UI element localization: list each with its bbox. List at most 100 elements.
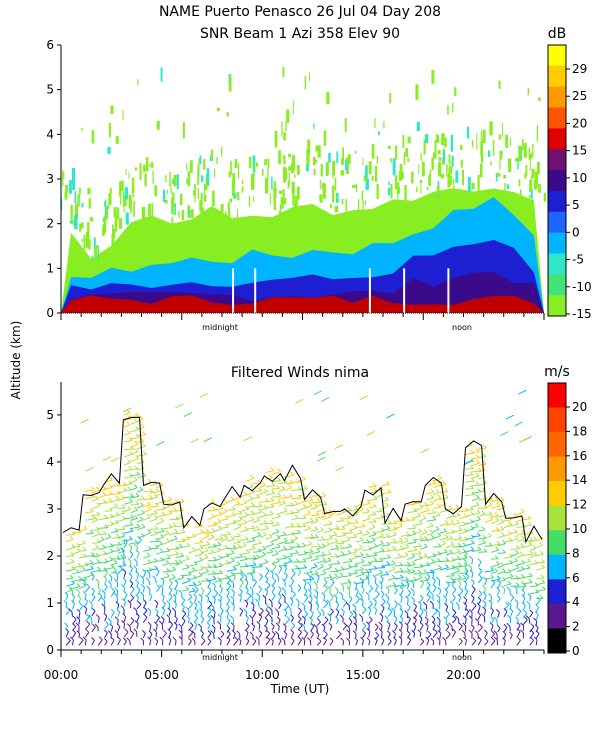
snr-speckle: [402, 171, 404, 180]
wind-barb-flag: [230, 536, 235, 540]
wind-barb-flag: [201, 637, 206, 642]
wind-barb-flag: [529, 550, 534, 555]
wind-barb: [117, 557, 127, 561]
wind-barb: [265, 633, 271, 639]
wind-barb: [516, 640, 521, 646]
wind-barb: [419, 624, 424, 631]
wind-barb: [91, 610, 96, 617]
wind-barb-flag: [295, 558, 300, 563]
wind-barb: [207, 509, 216, 512]
wind-barb: [387, 568, 396, 573]
wind-colorbar-tick-label: 8: [572, 546, 580, 560]
snr-speckle: [422, 161, 425, 177]
wind-barb-flag: [399, 522, 403, 527]
wind-barb-flag: [182, 610, 187, 614]
snr-speckle: [362, 200, 364, 211]
wind-barb-flag: [96, 511, 101, 516]
wind-barb: [123, 517, 134, 520]
wind-barb-flag: [103, 583, 108, 588]
wind-barb: [104, 536, 112, 540]
snr-colorbar-swatch: [548, 253, 566, 275]
snr-speckle: [336, 151, 339, 163]
wind-barb: [490, 519, 499, 525]
wind-barb: [207, 516, 215, 520]
wind-barb-flag: [323, 501, 328, 505]
wind-barb-flag: [445, 610, 450, 615]
wind-barb: [175, 640, 177, 646]
wind-barb-flag: [399, 615, 404, 620]
snr-speckle: [460, 159, 463, 168]
wind-barb: [497, 535, 505, 539]
wind-barb-flag: [168, 496, 173, 501]
snr-speckle: [267, 166, 269, 181]
wind-barb-flag: [128, 543, 133, 548]
snr-speckle: [101, 253, 103, 258]
wind-barb-flag: [147, 506, 151, 510]
wind-barb: [304, 578, 314, 581]
wind-barb-flag: [304, 593, 309, 598]
wind-barb-flag: [509, 573, 514, 577]
wind-barb: [458, 524, 466, 527]
wind-barb: [226, 585, 232, 591]
wind-barb: [375, 567, 385, 569]
wind-barb: [214, 544, 222, 547]
wind-barb: [200, 590, 205, 597]
snr-speckle: [91, 255, 93, 260]
snr-speckle: [524, 173, 527, 179]
wind-barb: [368, 568, 377, 570]
wind-barb-flag: [508, 537, 512, 541]
snr-speckle: [279, 204, 282, 215]
wind-barb: [510, 577, 519, 580]
wind-barb-flag: [444, 603, 449, 607]
wind-barb: [336, 520, 344, 522]
snr-speckle: [278, 150, 281, 165]
wind-barb-flag: [126, 637, 131, 642]
wind-barb: [123, 462, 131, 466]
wind-barb-flag: [463, 596, 468, 601]
wind-barb: [155, 611, 159, 617]
wind-barb: [304, 557, 313, 560]
wind-barb: [355, 573, 364, 578]
wind-barb-flag: [139, 516, 144, 521]
wind-barb: [65, 561, 75, 565]
snr-speckle: [436, 135, 440, 143]
snr-speckle: [480, 130, 483, 144]
wind-barb-flag: [343, 622, 348, 626]
snr-speckle: [199, 155, 202, 165]
wind-barb: [310, 558, 319, 562]
snr-speckle: [119, 181, 122, 198]
snr-speckle: [518, 145, 522, 161]
wind-barb-flag: [283, 537, 288, 542]
wind-barb: [516, 526, 526, 528]
wind-barb: [329, 581, 335, 588]
wind-barb-flag: [430, 534, 435, 539]
wind-barb-flag: [398, 593, 403, 598]
snr-speckle: [292, 100, 294, 115]
wind-barb-flag: [142, 451, 147, 455]
wind-barb: [130, 421, 138, 425]
wind-barb-flag: [227, 531, 231, 535]
wind-barb: [188, 536, 196, 539]
snr-speckle: [198, 158, 200, 175]
wind-barb: [239, 539, 249, 541]
snr-colorbar-swatch: [548, 232, 566, 254]
wind-barb-flag: [304, 629, 308, 634]
wind-barb: [78, 633, 81, 639]
wind-barb-flag: [224, 515, 229, 520]
wind-barb: [136, 623, 139, 629]
wind-barb-flag: [365, 553, 370, 557]
wind-barb: [245, 632, 249, 638]
wind-barb: [252, 612, 257, 618]
snr-speckle: [505, 134, 509, 148]
wind-barb: [394, 618, 398, 624]
wind-barb-flag: [178, 589, 183, 594]
wind-barb-flag: [251, 545, 256, 549]
wind-barb: [271, 640, 274, 646]
wind-barb-flag: [141, 523, 146, 528]
wind-barb-flag: [217, 547, 221, 551]
wind-barb-flag: [115, 533, 120, 538]
wind-barb: [400, 589, 404, 596]
wind-barb-flag: [78, 575, 82, 580]
wind-barb-flag: [113, 571, 118, 575]
wind-barb-flag: [334, 587, 339, 591]
